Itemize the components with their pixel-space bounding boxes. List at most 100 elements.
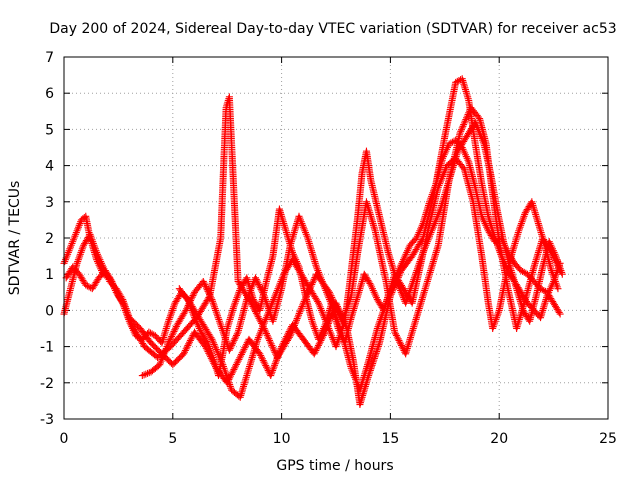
data-point <box>255 282 263 290</box>
data-point <box>204 287 212 295</box>
y-tick-label: 2 <box>45 231 54 247</box>
data-point <box>408 281 416 289</box>
data-point <box>183 303 191 311</box>
data-point <box>217 321 225 329</box>
data-point <box>218 359 226 367</box>
data-point <box>231 364 239 372</box>
data-point <box>227 343 235 351</box>
data-point <box>267 340 275 348</box>
data-point <box>290 323 298 331</box>
data-point <box>237 350 245 358</box>
plot-area <box>60 75 566 409</box>
data-point <box>213 347 221 355</box>
data-point <box>269 345 277 353</box>
data-point <box>303 291 311 299</box>
data-point <box>187 335 195 343</box>
data-point <box>232 360 240 368</box>
data-point <box>211 305 219 313</box>
data-point <box>168 332 176 340</box>
data-point <box>407 285 415 293</box>
data-point <box>183 305 191 313</box>
data-point <box>242 340 250 348</box>
data-point <box>207 334 215 342</box>
x-axis-label: GPS time / hours <box>276 458 393 474</box>
data-point <box>457 127 465 135</box>
data-point <box>376 315 384 323</box>
data-point <box>172 323 180 331</box>
data-point <box>241 344 249 352</box>
data-point <box>206 291 214 299</box>
data-point <box>215 315 223 323</box>
data-point <box>166 336 174 344</box>
data-point <box>374 342 382 350</box>
data-point <box>256 316 264 324</box>
data-point <box>217 323 225 331</box>
data-point <box>206 351 214 359</box>
data-point <box>371 353 379 361</box>
data-point <box>464 110 472 118</box>
data-point <box>319 331 327 339</box>
data-point <box>230 365 238 373</box>
data-point <box>316 338 324 346</box>
data-point <box>393 333 401 341</box>
data-point <box>201 281 209 289</box>
data-point <box>210 340 218 348</box>
data-point <box>254 279 262 287</box>
data-point <box>209 337 217 345</box>
data-point <box>208 335 216 343</box>
data-point <box>310 350 318 358</box>
data-point <box>272 358 280 366</box>
data-point <box>392 331 400 339</box>
data-point <box>233 359 241 367</box>
data-point <box>251 308 259 316</box>
data-point <box>463 112 471 120</box>
data-point <box>256 350 264 358</box>
data-point <box>264 333 272 341</box>
y-tick-label: 4 <box>45 159 54 175</box>
data-point <box>211 342 219 350</box>
data-point <box>375 319 383 327</box>
data-point <box>558 270 566 278</box>
data-point <box>292 316 300 324</box>
data-point <box>182 345 190 353</box>
data-point <box>210 303 218 311</box>
data-point <box>295 309 303 317</box>
data-point <box>289 325 297 333</box>
data-point <box>261 360 269 368</box>
data-point <box>256 284 264 292</box>
data-point <box>259 290 267 298</box>
data-point <box>370 354 378 362</box>
data-point <box>186 338 194 346</box>
y-tick-label: -2 <box>40 376 54 392</box>
data-point <box>229 338 237 346</box>
data-point <box>199 277 207 285</box>
data-point <box>188 293 196 301</box>
data-point <box>555 308 563 316</box>
data-point <box>312 346 320 354</box>
data-point <box>287 330 295 338</box>
data-point <box>253 277 261 285</box>
data-point <box>231 335 239 343</box>
data-point <box>372 349 380 357</box>
data-point <box>318 335 326 343</box>
data-point <box>200 279 208 287</box>
data-point <box>300 297 308 305</box>
data-point <box>236 354 244 362</box>
data-point <box>226 345 234 353</box>
data-point <box>238 349 246 357</box>
data-point <box>206 353 214 361</box>
data-point <box>554 285 562 293</box>
data-point <box>164 339 172 347</box>
data-point <box>219 326 227 334</box>
data-point <box>203 286 211 294</box>
data-point <box>183 343 191 351</box>
data-point <box>171 326 179 334</box>
data-point <box>259 289 267 297</box>
data-point <box>460 119 468 127</box>
data-point <box>202 282 210 290</box>
data-point <box>302 294 310 302</box>
data-point <box>296 308 304 316</box>
data-point <box>170 327 178 335</box>
data-point <box>376 317 384 325</box>
y-axis-label: SDTVAR / TECUs <box>7 181 23 296</box>
